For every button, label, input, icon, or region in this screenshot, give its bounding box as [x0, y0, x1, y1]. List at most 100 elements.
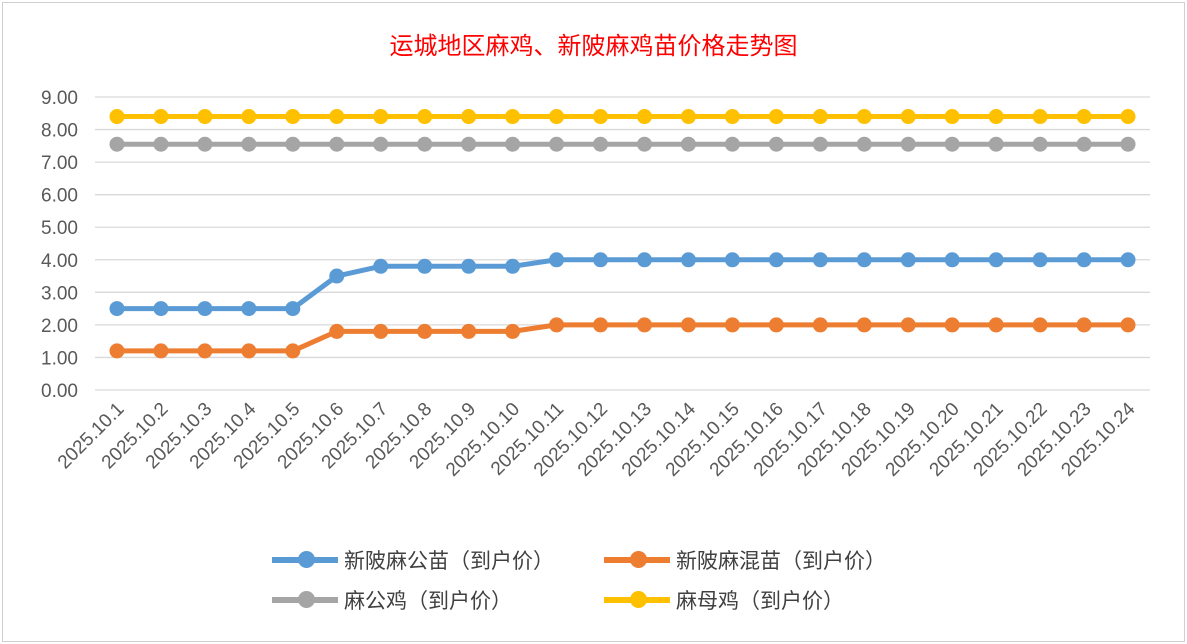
data-point: [724, 136, 740, 152]
data-point: [988, 317, 1004, 333]
data-point: [1120, 136, 1136, 152]
data-point: [944, 109, 960, 125]
data-point: [593, 252, 609, 268]
data-point: [1076, 317, 1092, 333]
y-tick-label: 3.00: [41, 283, 78, 304]
data-point: [461, 109, 477, 125]
data-point: [241, 109, 257, 125]
data-point: [373, 323, 389, 339]
data-point: [285, 136, 301, 152]
data-point: [944, 136, 960, 152]
legend-label: 麻公鸡（到户价）: [344, 589, 512, 613]
legend-label: 新陂麻公苗（到户价）: [344, 549, 554, 573]
data-point: [241, 301, 257, 317]
data-point: [680, 136, 696, 152]
data-point: [197, 136, 213, 152]
data-point: [373, 109, 389, 125]
data-point: [329, 323, 345, 339]
legend-item: 新陂麻混苗（到户价）: [604, 545, 886, 575]
data-point: [1120, 109, 1136, 125]
data-point: [856, 252, 872, 268]
data-point: [900, 252, 916, 268]
data-point: [505, 323, 521, 339]
data-point: [768, 136, 784, 152]
legend-label: 麻母鸡（到户价）: [676, 589, 844, 613]
data-point: [680, 317, 696, 333]
data-point: [636, 252, 652, 268]
data-point: [593, 136, 609, 152]
data-point: [241, 343, 257, 359]
legend-marker-icon: [604, 591, 670, 608]
data-point: [197, 343, 213, 359]
series-line-1: [116, 322, 1129, 354]
data-point: [197, 109, 213, 125]
data-point: [944, 317, 960, 333]
data-point: [153, 343, 169, 359]
data-point: [461, 136, 477, 152]
data-point: [593, 317, 609, 333]
chart-title: 运城地区麻鸡、新陂麻鸡苗价格走势图: [389, 32, 798, 60]
data-point: [197, 301, 213, 317]
data-point: [505, 258, 521, 274]
data-point: [1032, 136, 1048, 152]
data-point: [812, 252, 828, 268]
legend-marker-icon: [604, 551, 670, 568]
data-point: [1076, 252, 1092, 268]
data-point: [724, 109, 740, 125]
y-tick-label: 9.00: [41, 88, 78, 109]
data-point: [461, 258, 477, 274]
data-point: [944, 252, 960, 268]
data-point: [417, 323, 433, 339]
data-point: [505, 109, 521, 125]
data-point: [680, 252, 696, 268]
legend-item: 麻公鸡（到户价）: [272, 585, 512, 615]
y-tick-label: 8.00: [41, 121, 78, 142]
data-point: [1120, 317, 1136, 333]
data-point: [285, 343, 301, 359]
data-point: [680, 109, 696, 125]
y-tick-label: 2.00: [41, 316, 78, 337]
legend-marker-icon: [272, 591, 338, 608]
legend-label: 新陂麻混苗（到户价）: [676, 549, 886, 573]
data-point: [549, 317, 565, 333]
data-point: [1076, 136, 1092, 152]
data-point: [461, 323, 477, 339]
data-point: [812, 317, 828, 333]
data-point: [109, 343, 125, 359]
data-point: [636, 317, 652, 333]
data-point: [988, 136, 1004, 152]
data-point: [329, 136, 345, 152]
data-point: [109, 301, 125, 317]
data-point: [241, 136, 257, 152]
legend-marker-icon: [272, 551, 338, 568]
data-point: [724, 317, 740, 333]
data-point: [900, 109, 916, 125]
y-tick-label: 1.00: [41, 348, 78, 369]
data-point: [900, 136, 916, 152]
data-point: [812, 136, 828, 152]
data-point: [856, 109, 872, 125]
data-point: [636, 136, 652, 152]
data-point: [1076, 109, 1092, 125]
data-point: [1032, 317, 1048, 333]
data-point: [988, 252, 1004, 268]
data-point: [768, 252, 784, 268]
data-point: [856, 136, 872, 152]
data-point: [153, 301, 169, 317]
data-point: [900, 317, 916, 333]
data-point: [724, 252, 740, 268]
legend-item: 新陂麻公苗（到户价）: [272, 545, 554, 575]
data-point: [417, 109, 433, 125]
data-point: [505, 136, 521, 152]
data-point: [549, 136, 565, 152]
y-tick-label: 4.00: [41, 251, 78, 272]
y-tick-label: 5.00: [41, 218, 78, 239]
data-point: [329, 268, 345, 284]
data-point: [549, 109, 565, 125]
series-line-0: [116, 257, 1129, 312]
data-point: [768, 109, 784, 125]
y-tick-label: 0.00: [41, 381, 78, 402]
data-point: [636, 109, 652, 125]
